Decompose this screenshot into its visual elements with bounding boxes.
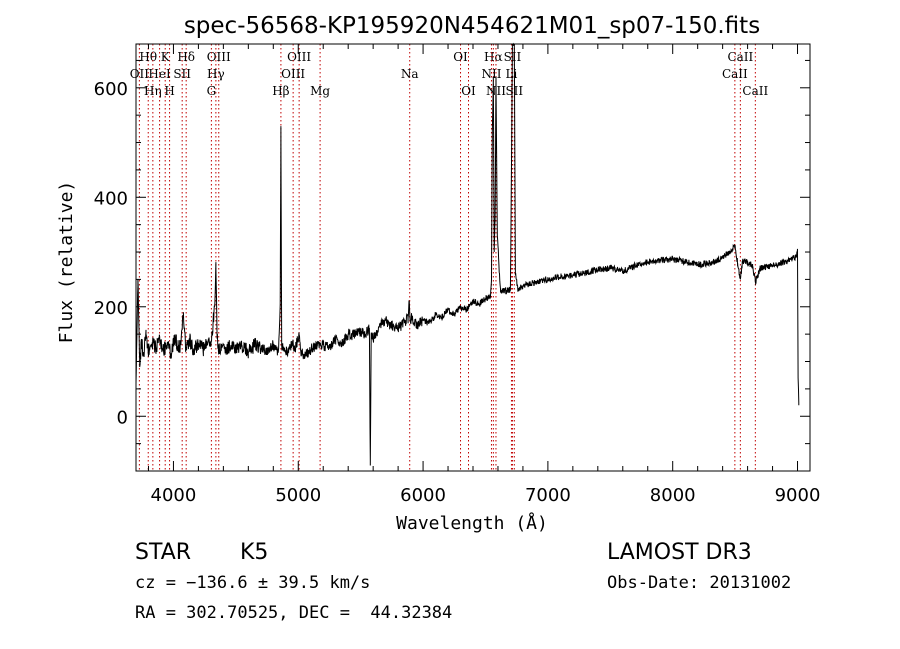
spectrum-series-0 bbox=[135, 42, 800, 466]
line-label-25: CaII bbox=[722, 67, 748, 81]
line-label-16: OI bbox=[453, 50, 468, 64]
spectrum-data bbox=[135, 42, 800, 466]
line-label-11: Hβ bbox=[272, 84, 289, 98]
object-class: STAR bbox=[135, 540, 192, 565]
x-tick-label: 7000 bbox=[525, 485, 571, 506]
line-label-12: OIII bbox=[287, 50, 311, 64]
object-subclass: K5 bbox=[240, 540, 269, 565]
line-label-5: SII bbox=[173, 67, 191, 81]
y-tick-label: 0 bbox=[117, 407, 128, 428]
redshift-velocity: cz = −136.6 ± 39.5 km/s bbox=[135, 573, 371, 593]
line-label-26: CaII bbox=[742, 84, 768, 98]
line-label-24: CaII bbox=[727, 50, 753, 64]
line-label-3: K bbox=[161, 50, 171, 64]
x-tick-label: 6000 bbox=[400, 485, 446, 506]
x-tick-label: 9000 bbox=[775, 485, 821, 506]
line-label-19: NII bbox=[481, 67, 501, 81]
observation-date: Obs-Date: 20131002 bbox=[607, 573, 792, 593]
line-label-1: OII bbox=[130, 67, 150, 81]
line-label-14: Mg bbox=[310, 84, 330, 98]
y-axis-label: Flux (relative) bbox=[56, 181, 77, 344]
plot-frame bbox=[135, 43, 811, 472]
y-tick-label: 600 bbox=[94, 79, 128, 100]
sky-coordinates: RA = 302.70525, DEC = 44.32384 bbox=[135, 603, 453, 623]
line-label-10: G bbox=[207, 84, 217, 98]
spectral-line-markers: Hθ OII Hη K HeI SII Hδ H OIII Hγ G Hβ OIII OIII Mg Na OI… bbox=[130, 44, 768, 471]
line-label-9: Hγ bbox=[207, 67, 225, 81]
line-label-22: Li bbox=[506, 67, 518, 81]
chart-title: spec-56568-KP195920N454621M01_sp07-150.f… bbox=[184, 13, 760, 39]
line-label-4: HeI bbox=[148, 67, 171, 81]
line-label-17: OI bbox=[461, 84, 476, 98]
y-tick-label: 200 bbox=[94, 298, 128, 319]
x-axis-label: Wavelength (Å) bbox=[396, 512, 548, 534]
line-label-13: OIII bbox=[281, 67, 305, 81]
plot-axes: 4000 5000 6000 7000 8000 9000 0 200 400 600 bbox=[94, 43, 821, 506]
x-tick-label: 5000 bbox=[275, 485, 321, 506]
y-tick-label: 400 bbox=[94, 188, 128, 209]
line-label-15: Na bbox=[401, 67, 419, 81]
line-label-0: Hθ bbox=[139, 50, 157, 64]
line-label-6: Hδ bbox=[177, 50, 195, 64]
x-tick-label: 4000 bbox=[151, 485, 197, 506]
survey-name: LAMOST DR3 bbox=[607, 540, 752, 565]
x-tick-label: 8000 bbox=[650, 485, 696, 506]
line-label-8: OIII bbox=[207, 50, 231, 64]
line-label-18: Hα bbox=[484, 50, 503, 64]
line-label-7: H bbox=[164, 84, 174, 98]
line-label-2: Hη bbox=[144, 84, 162, 98]
